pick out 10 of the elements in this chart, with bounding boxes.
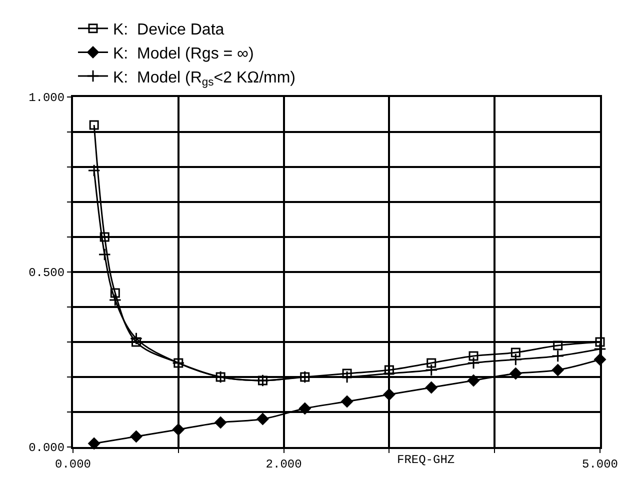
y-tick-label: 0.000 (28, 441, 65, 456)
y-tick-label: 0.500 (28, 266, 65, 280)
legend-label: K: Device Data (113, 22, 224, 39)
x-tick-label: 2.000 (266, 457, 302, 472)
legend-label: K: Model (Rgs = ∞) (113, 45, 254, 62)
legend-label: K: Model (R$_{gs}$<2 KΩ/mm) (113, 69, 296, 89)
x-tick-label: 0.000 (54, 457, 92, 472)
x-tick-label: 5.000 (582, 457, 618, 472)
y-tick-label: 1.000 (28, 91, 65, 106)
x-axis-title: FREQ-GHZ (397, 453, 455, 467)
